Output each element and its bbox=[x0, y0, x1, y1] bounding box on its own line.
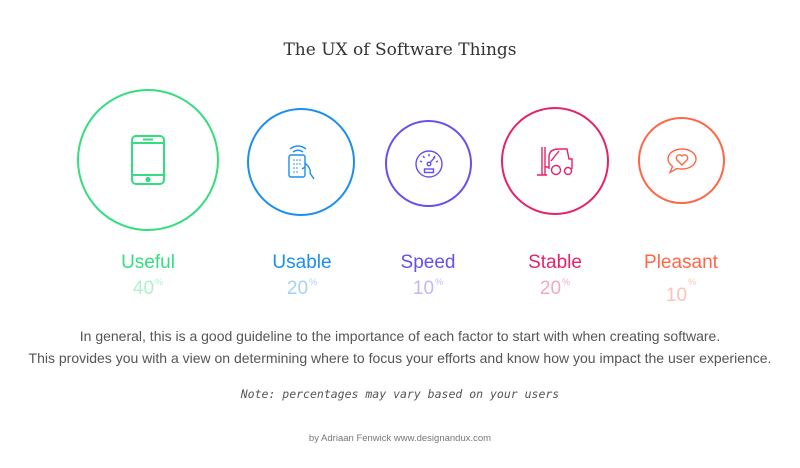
speedometer-icon bbox=[414, 149, 443, 178]
description-line-2: This provides you with a view on determi… bbox=[28, 350, 772, 366]
remote-control-hand-icon bbox=[288, 145, 315, 180]
factor-percent-speed: 10% bbox=[358, 277, 498, 300]
useful-circle bbox=[77, 89, 219, 231]
pleasant-circle bbox=[638, 117, 725, 204]
factor-label-speed: Speed bbox=[400, 252, 456, 273]
note: Note: percentages may vary based on your… bbox=[240, 387, 560, 401]
factor-percent-useful: 40% bbox=[78, 277, 218, 300]
factor-percent-stable: 20% bbox=[485, 277, 625, 300]
description-line-1: In general, this is a good guideline to … bbox=[79, 328, 721, 344]
percent-unit: % bbox=[688, 277, 697, 287]
description: In general, this is a good guideline to … bbox=[0, 325, 800, 369]
forklift-icon bbox=[537, 147, 573, 176]
smartphone-icon bbox=[131, 135, 165, 185]
percent-value: 10 bbox=[665, 285, 688, 306]
percent-unit: % bbox=[309, 277, 318, 287]
usable-circle bbox=[247, 108, 355, 216]
percent-unit: % bbox=[155, 277, 164, 287]
page-title: The UX of Software Things bbox=[283, 40, 517, 60]
factor-label-useful: Useful bbox=[121, 252, 175, 273]
percent-unit: % bbox=[435, 277, 444, 287]
percent-value: 20 bbox=[286, 278, 309, 299]
percent-value: 20 bbox=[539, 278, 562, 299]
factor-label-pleasant: Pleasant bbox=[644, 252, 718, 273]
percent-value: 10 bbox=[412, 278, 435, 299]
factor-percent-pleasant: 10% bbox=[611, 277, 751, 307]
heart-speech-bubble-icon bbox=[666, 147, 697, 174]
factor-label-stable: Stable bbox=[528, 252, 582, 273]
stable-circle bbox=[501, 107, 609, 215]
credit: by Adriaan Fenwick www.designandux.com bbox=[308, 433, 492, 444]
factor-percent-usable: 20% bbox=[232, 277, 372, 300]
factor-label-usable: Usable bbox=[272, 252, 332, 273]
speed-circle bbox=[385, 120, 472, 207]
percent-value: 40 bbox=[132, 278, 155, 299]
percent-unit: % bbox=[562, 277, 571, 287]
